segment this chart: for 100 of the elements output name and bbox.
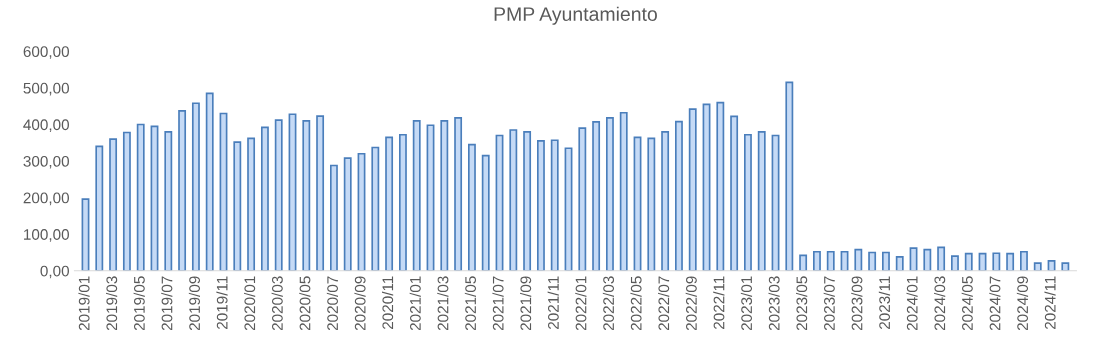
bar [785, 81, 794, 271]
x-tick-label: 2022/07 [658, 276, 670, 331]
x-tick-label: 2022/05 [630, 276, 642, 331]
bar [895, 256, 904, 271]
bar [950, 255, 959, 271]
bar [274, 119, 283, 271]
x-tick-label: 2022/11 [713, 276, 725, 329]
x-tick-label: 2021/01 [409, 276, 421, 331]
bar [1006, 252, 1015, 271]
bar [371, 146, 380, 271]
x-tick-label: 2022/01 [575, 276, 587, 331]
x-tick-label: 2023/09 [851, 276, 863, 331]
bar [923, 248, 932, 271]
x-tick-label: 2020/03 [271, 276, 283, 331]
bar [578, 127, 587, 271]
bar [812, 250, 821, 271]
x-tick-label: 2021/03 [437, 276, 449, 331]
bar [412, 119, 421, 271]
x-tick-label: 2019/09 [188, 276, 201, 331]
bar [647, 137, 656, 271]
bar [178, 110, 187, 271]
bar [881, 251, 890, 271]
bar [854, 248, 863, 271]
bar [868, 251, 877, 271]
x-tick-label: 2023/07 [823, 276, 835, 331]
bar [523, 130, 532, 271]
bar [260, 126, 269, 271]
bar [122, 131, 131, 271]
x-tick-label: 2024/09 [1016, 276, 1029, 331]
x-tick-label: 2024/11 [1044, 276, 1056, 329]
bar [757, 130, 766, 271]
bar [1061, 262, 1070, 271]
x-tick-label: 2024/01 [906, 276, 918, 331]
x-tick-label: 2019/03 [105, 276, 118, 331]
bar [136, 123, 145, 271]
chart-title: PMP Ayuntamiento [494, 6, 657, 25]
bar [95, 145, 104, 271]
bar [191, 102, 200, 271]
x-tick-label: 2019/11 [216, 276, 228, 329]
bar [536, 140, 545, 271]
x-tick-label: 2021/11 [547, 276, 559, 329]
y-tick-label: 600,00 [23, 46, 70, 59]
x-tick-label: 2022/09 [685, 276, 697, 331]
bar [550, 139, 559, 271]
x-tick-label: 2019/01 [78, 276, 90, 331]
bar [661, 130, 670, 271]
bar [467, 143, 476, 271]
bar [1033, 262, 1042, 271]
x-tick-label: 2019/07 [161, 276, 173, 331]
bar [398, 133, 407, 271]
x-tick-label: 2024/07 [989, 276, 1001, 331]
bar [937, 246, 946, 271]
x-tick-label: 2022/03 [602, 276, 615, 331]
bar [316, 115, 325, 271]
bar [233, 141, 242, 271]
x-tick-label: 2019/05 [133, 276, 145, 331]
bar [674, 120, 683, 271]
bar [109, 138, 118, 271]
bar [302, 119, 311, 271]
bar [743, 133, 752, 271]
bar [799, 254, 808, 271]
bar [205, 92, 214, 271]
bar [730, 115, 739, 271]
y-tick-label: 100,00 [24, 229, 70, 242]
bar [440, 119, 449, 271]
bar [164, 130, 173, 271]
bar [481, 154, 490, 271]
bar [688, 108, 697, 271]
bar [247, 137, 256, 271]
y-tick-label: 500,00 [23, 82, 70, 96]
x-tick-label: 2021/05 [464, 276, 477, 331]
x-tick-label: 2020/11 [381, 276, 394, 329]
x-tick-label: 2021/07 [492, 276, 504, 331]
bar [992, 252, 1001, 271]
y-tick-label: 300,00 [23, 155, 70, 169]
x-tick-label: 2023/03 [768, 276, 780, 331]
bar [1020, 250, 1028, 271]
x-tick-label: 2023/11 [878, 276, 891, 329]
bar [509, 129, 518, 271]
bar [343, 157, 352, 271]
x-tick-label: 2023/05 [796, 276, 808, 331]
x-tick-label: 2023/01 [740, 276, 753, 331]
bar [329, 164, 338, 271]
bar [385, 136, 394, 271]
x-tick-label: 2020/05 [299, 276, 311, 331]
x-tick-label: 2020/07 [326, 276, 339, 331]
x-tick-label: 2024/05 [961, 276, 973, 331]
bar [454, 117, 463, 271]
x-tick-label: 2020/09 [354, 276, 366, 331]
y-tick-label: 400,00 [23, 119, 70, 132]
bar [619, 111, 628, 271]
x-tick-label: 2024/03 [934, 276, 946, 331]
bar [826, 250, 835, 271]
bar [605, 117, 614, 271]
bar [716, 101, 725, 271]
bar [964, 252, 973, 271]
x-tick-label: 2021/09 [520, 276, 532, 331]
bar [592, 121, 601, 271]
y-tick-label: 200,00 [23, 192, 70, 206]
x-tick-label: 2020/01 [243, 276, 256, 331]
